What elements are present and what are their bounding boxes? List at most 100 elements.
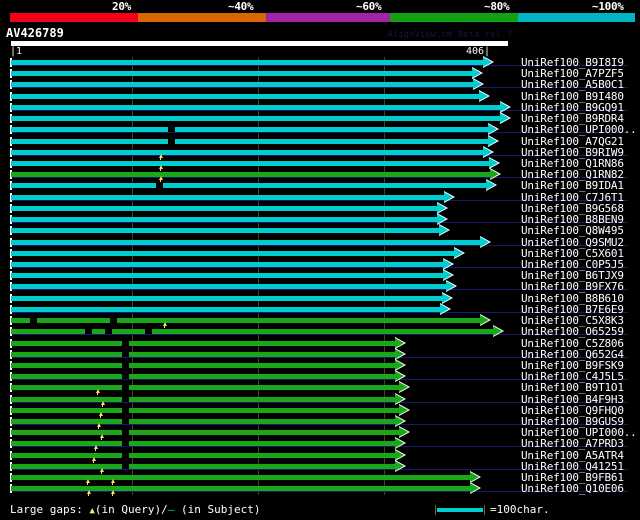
alignment-row[interactable]: UniRef100_B9FSK9	[0, 358, 640, 372]
hit-bar[interactable]	[11, 475, 471, 481]
hit-label[interactable]: UniRef100_C5X601	[521, 246, 624, 260]
hit-bar[interactable]	[11, 396, 396, 402]
hit-bar[interactable]	[11, 273, 444, 279]
alignment-row[interactable]: UniRef100_A7PZF5	[0, 67, 640, 81]
alignment-row[interactable]: UniRef100_C7J6T1	[0, 190, 640, 204]
hit-label[interactable]: UniRef100_O65259	[521, 325, 624, 339]
hit-bar[interactable]	[11, 82, 474, 88]
hit-bar[interactable]	[11, 430, 400, 436]
hit-bar[interactable]	[11, 407, 400, 413]
hit-label[interactable]: UniRef100_B9I8I9	[521, 56, 624, 69]
alignment-row[interactable]: UniRef100_Q1RN82	[0, 168, 640, 183]
hit-label[interactable]: UniRef100_Q10E06	[521, 482, 624, 496]
hit-bar[interactable]	[11, 228, 440, 234]
hit-label[interactable]: UniRef100_B9GUS9	[521, 415, 624, 429]
hit-label[interactable]: UniRef100_B6TJX9	[521, 269, 624, 283]
hit-label[interactable]: UniRef100_B9G568	[521, 201, 624, 215]
alignment-row[interactable]: UniRef100_UPI000..	[0, 123, 640, 137]
alignment-row[interactable]: UniRef100_A7QG21	[0, 134, 640, 148]
hit-bar[interactable]	[11, 183, 487, 189]
hit-bar[interactable]	[11, 217, 438, 223]
hit-bar[interactable]	[11, 138, 489, 144]
alignment-row[interactable]: UniRef100_B9G568	[0, 201, 640, 215]
hit-bar[interactable]	[11, 160, 490, 166]
alignment-row[interactable]: UniRef100_B9I8I9	[0, 56, 640, 69]
alignment-row[interactable]: UniRef100_Q41251	[0, 459, 640, 474]
hit-bar[interactable]	[11, 71, 473, 77]
alignment-row[interactable]: UniRef100_A5B0C1	[0, 78, 640, 92]
hit-label[interactable]: UniRef100_A7PRD3	[521, 437, 624, 451]
hit-label[interactable]: UniRef100_Q1RN86	[521, 156, 624, 170]
alignment-row[interactable]: UniRef100_O65259	[0, 325, 640, 339]
hit-label[interactable]: UniRef100_B9IDA1	[521, 179, 624, 193]
hit-label[interactable]: UniRef100_B9RIW9	[521, 145, 624, 159]
hit-bar[interactable]	[11, 261, 444, 267]
hit-bar[interactable]	[11, 295, 443, 301]
alignment-row[interactable]: UniRef100_Q1RN86	[0, 156, 640, 171]
alignment-row[interactable]: UniRef100_B6TJX9	[0, 269, 640, 283]
hit-label[interactable]: UniRef100_A5B0C1	[521, 78, 624, 92]
hit-bar[interactable]	[11, 452, 396, 458]
hit-label[interactable]: UniRef100_UPI000..	[521, 426, 637, 440]
hit-bar[interactable]	[11, 172, 491, 178]
hit-bar[interactable]	[11, 104, 501, 110]
hit-bar[interactable]	[11, 93, 480, 99]
hit-label[interactable]: UniRef100_B9FX76	[521, 280, 624, 294]
hit-bar[interactable]	[11, 351, 396, 357]
alignment-row[interactable]: UniRef100_Q9SMU2	[0, 235, 640, 249]
hit-bar[interactable]	[11, 60, 484, 65]
alignment-row[interactable]: UniRef100_C5X601	[0, 246, 640, 260]
hit-bar[interactable]	[11, 239, 481, 245]
hit-label[interactable]: UniRef100_C5X8K3	[521, 314, 624, 328]
hit-bar[interactable]	[11, 419, 396, 425]
hit-label[interactable]: UniRef100_B9I480	[521, 89, 624, 103]
alignment-row[interactable]: UniRef100_B9RDR4	[0, 112, 640, 126]
alignment-row[interactable]: UniRef100_A7PRD3	[0, 437, 640, 452]
hit-label[interactable]: UniRef100_B4F9H3	[521, 392, 624, 406]
hit-label[interactable]: UniRef100_C5Z806	[521, 336, 624, 350]
hit-label[interactable]: UniRef100_Q9FHQ0	[521, 403, 624, 417]
hit-bar[interactable]	[11, 250, 455, 256]
hit-label[interactable]: UniRef100_Q41251	[521, 459, 624, 473]
alignment-row[interactable]: UniRef100_Q10E06	[0, 482, 640, 497]
hit-bar[interactable]	[11, 486, 471, 492]
hit-label[interactable]: UniRef100_Q652G4	[521, 347, 624, 361]
alignment-row[interactable]: UniRef100_Q8W495	[0, 224, 640, 238]
hit-bar[interactable]	[11, 340, 396, 346]
hit-bar[interactable]	[11, 318, 481, 324]
hit-label[interactable]: UniRef100_A7QG21	[521, 134, 624, 148]
hit-label[interactable]: UniRef100_Q8W495	[521, 224, 624, 238]
alignment-row[interactable]: UniRef100_C4J5L5	[0, 370, 640, 384]
hit-bar[interactable]	[11, 385, 400, 391]
alignment-row[interactable]: UniRef100_B9GQ91	[0, 100, 640, 114]
alignment-row[interactable]: UniRef100_B9RIW9	[0, 145, 640, 160]
alignment-row[interactable]: UniRef100_Q652G4	[0, 347, 640, 361]
alignment-row[interactable]: UniRef100_B7E6E9	[0, 302, 640, 316]
alignment-row[interactable]: UniRef100_B8B610	[0, 291, 640, 305]
hit-label[interactable]: UniRef100_B9RDR4	[521, 112, 624, 126]
alignment-row[interactable]: UniRef100_B8BEN9	[0, 213, 640, 227]
hit-bar[interactable]	[11, 441, 396, 447]
hit-label[interactable]: UniRef100_C0P5J5	[521, 257, 624, 271]
alignment-row[interactable]: UniRef100_A5ATR4	[0, 448, 640, 463]
alignment-row[interactable]: UniRef100_B9FB61	[0, 471, 640, 486]
hit-bar[interactable]	[11, 306, 441, 312]
alignment-row[interactable]: UniRef100_B9IDA1	[0, 179, 640, 193]
hit-label[interactable]: UniRef100_B9GQ91	[521, 100, 624, 114]
hit-bar[interactable]	[11, 374, 396, 380]
hit-bar[interactable]	[11, 205, 438, 211]
hit-label[interactable]: UniRef100_A5ATR4	[521, 448, 624, 462]
hit-bar[interactable]	[11, 149, 484, 155]
hit-bar[interactable]	[11, 329, 494, 335]
hit-label[interactable]: UniRef100_B8BEN9	[521, 213, 624, 227]
alignment-row[interactable]: UniRef100_B9T1O1	[0, 381, 640, 396]
hit-label[interactable]: UniRef100_UPI000..	[521, 123, 637, 137]
hit-label[interactable]: UniRef100_Q1RN82	[521, 168, 624, 182]
hit-bar[interactable]	[11, 116, 501, 122]
alignment-row[interactable]: UniRef100_C5Z806	[0, 336, 640, 350]
hit-label[interactable]: UniRef100_Q9SMU2	[521, 235, 624, 249]
alignment-row[interactable]: UniRef100_B9FX76	[0, 280, 640, 294]
hit-bar[interactable]	[11, 194, 445, 200]
hit-label[interactable]: UniRef100_C4J5L5	[521, 370, 624, 384]
hit-label[interactable]: UniRef100_A7PZF5	[521, 67, 624, 81]
